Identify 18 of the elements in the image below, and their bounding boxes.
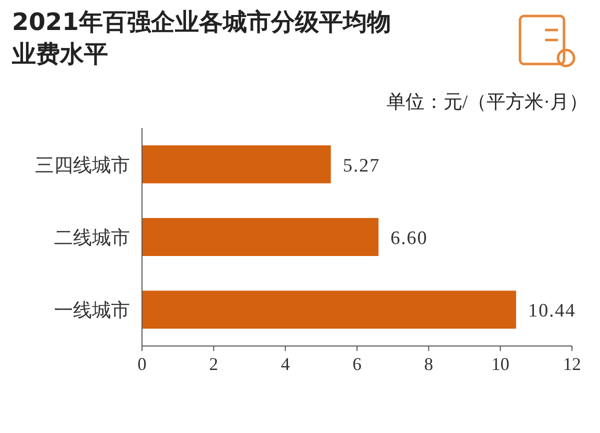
y-tick-label: 二线城市 (54, 227, 130, 249)
bar (142, 145, 331, 184)
x-tick-label: 2 (209, 354, 218, 374)
x-tick-label: 12 (563, 354, 581, 374)
x-tick-label: 6 (352, 354, 362, 374)
x-tick-label: 0 (138, 354, 146, 374)
y-tick-label: 一线城市 (54, 300, 130, 322)
chart-title: 2021年百强企业各城市分级平均物业费水平 (11, 8, 391, 68)
x-tick-label: 10 (491, 354, 510, 374)
x-tick-label: 8 (424, 354, 434, 374)
bar (142, 218, 378, 256)
data-label: 5.27 (342, 155, 380, 176)
bar (142, 290, 516, 329)
x-tick-label: 4 (280, 354, 290, 374)
text: 单位：元/（平方米·月） (386, 91, 588, 113)
y-tick-label: 三四线城市 (35, 154, 130, 176)
data-label: 6.60 (390, 228, 428, 249)
data-label: 10.44 (528, 300, 576, 322)
